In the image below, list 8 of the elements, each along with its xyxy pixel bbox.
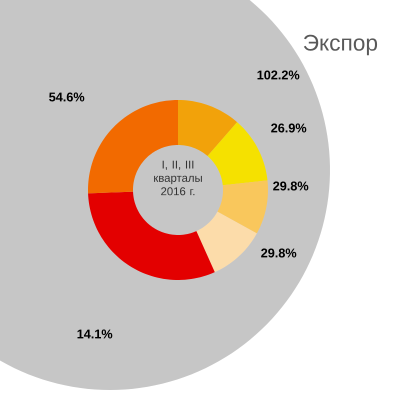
text: 29.8% bbox=[261, 248, 296, 258]
text: 29.8% bbox=[273, 182, 308, 190]
text: 54.6% bbox=[49, 92, 84, 102]
text: Экспор bbox=[304, 34, 378, 56]
text: 26.9% bbox=[271, 124, 306, 132]
text: 102.2% bbox=[258, 70, 300, 80]
text: 14.1% bbox=[78, 330, 112, 338]
text: I, II, III кварталы 2016 г. bbox=[154, 160, 202, 196]
